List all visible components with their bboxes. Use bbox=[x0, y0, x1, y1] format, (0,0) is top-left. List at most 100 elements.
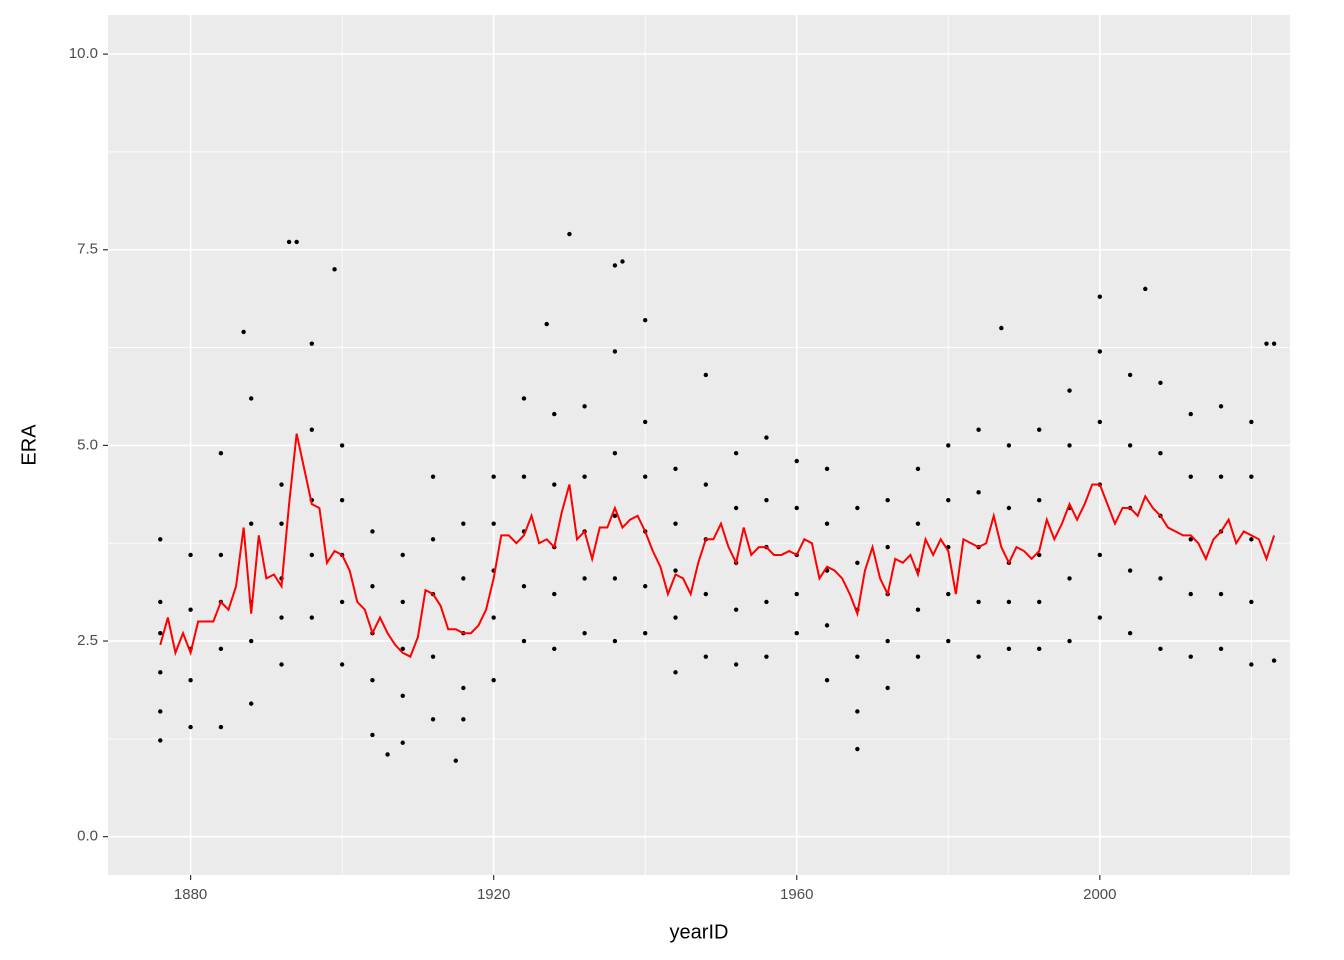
point bbox=[824, 466, 830, 472]
point bbox=[1249, 537, 1254, 542]
point bbox=[612, 576, 618, 581]
point bbox=[188, 724, 193, 730]
point bbox=[1067, 576, 1072, 581]
point bbox=[1037, 599, 1042, 605]
point bbox=[249, 701, 254, 706]
point bbox=[339, 599, 345, 605]
x-tick-label: 1920 bbox=[477, 886, 510, 903]
point bbox=[794, 591, 799, 597]
point bbox=[1127, 630, 1133, 636]
point bbox=[309, 341, 315, 346]
point bbox=[976, 427, 981, 432]
point bbox=[461, 717, 466, 722]
point bbox=[612, 263, 618, 268]
y-axis-title: ERA bbox=[18, 424, 40, 466]
point bbox=[1218, 646, 1224, 652]
point bbox=[430, 717, 436, 722]
axes: 1880 1920 1960 2000 0.0 2.5 5.0 7.5 10.0 bbox=[69, 45, 1117, 903]
point bbox=[915, 607, 921, 612]
point bbox=[915, 466, 921, 472]
point bbox=[1218, 404, 1224, 409]
point bbox=[673, 615, 678, 620]
point bbox=[1006, 599, 1012, 605]
point bbox=[855, 560, 860, 565]
point bbox=[764, 497, 769, 503]
point bbox=[1097, 349, 1103, 354]
point bbox=[1067, 388, 1072, 393]
point bbox=[430, 537, 436, 542]
point bbox=[158, 738, 163, 743]
point bbox=[1188, 411, 1193, 417]
point bbox=[703, 591, 709, 597]
point bbox=[385, 752, 390, 757]
point bbox=[1158, 451, 1163, 456]
point bbox=[188, 607, 193, 612]
point bbox=[1188, 654, 1193, 659]
point bbox=[885, 638, 890, 644]
point bbox=[1158, 576, 1163, 581]
point bbox=[612, 513, 618, 519]
point bbox=[1188, 537, 1193, 542]
point bbox=[764, 435, 769, 440]
point bbox=[946, 591, 951, 597]
point bbox=[673, 466, 678, 472]
point bbox=[1271, 658, 1277, 663]
point bbox=[544, 321, 549, 327]
point bbox=[279, 615, 284, 620]
point bbox=[309, 427, 315, 432]
point bbox=[885, 497, 890, 503]
x-tick-label: 1960 bbox=[780, 886, 813, 903]
point bbox=[491, 615, 496, 620]
point bbox=[582, 576, 587, 581]
point bbox=[1097, 294, 1103, 299]
point bbox=[1067, 443, 1072, 448]
point bbox=[521, 638, 527, 644]
point bbox=[370, 584, 375, 589]
point bbox=[582, 404, 587, 409]
point bbox=[218, 646, 224, 652]
point bbox=[946, 497, 951, 503]
point bbox=[946, 638, 951, 644]
point bbox=[1006, 443, 1012, 448]
point bbox=[824, 521, 830, 526]
point bbox=[673, 670, 678, 675]
point bbox=[158, 670, 163, 675]
point bbox=[491, 521, 496, 526]
point bbox=[158, 599, 163, 605]
point bbox=[249, 638, 254, 644]
point bbox=[824, 623, 830, 628]
point bbox=[1037, 497, 1042, 503]
point bbox=[1271, 341, 1277, 346]
point bbox=[703, 372, 709, 378]
point bbox=[1158, 380, 1163, 385]
point bbox=[855, 654, 860, 659]
point bbox=[370, 732, 375, 738]
point bbox=[552, 482, 557, 487]
point bbox=[158, 709, 163, 714]
point bbox=[976, 654, 981, 659]
point bbox=[309, 552, 315, 558]
point bbox=[339, 443, 345, 448]
point bbox=[1188, 474, 1193, 479]
point bbox=[309, 615, 315, 620]
point bbox=[521, 584, 527, 589]
point bbox=[279, 662, 284, 667]
point bbox=[158, 630, 163, 636]
point bbox=[794, 505, 799, 511]
point bbox=[339, 497, 345, 503]
point bbox=[1097, 552, 1103, 558]
point bbox=[1249, 662, 1254, 667]
x-tick-label: 1880 bbox=[174, 886, 207, 903]
point bbox=[643, 474, 648, 479]
point bbox=[453, 758, 458, 763]
y-tick-label: 5.0 bbox=[77, 436, 98, 453]
point bbox=[279, 482, 284, 487]
point bbox=[1006, 646, 1012, 652]
y-tick-label: 10.0 bbox=[69, 45, 98, 62]
point bbox=[1249, 419, 1254, 425]
point bbox=[1264, 341, 1269, 346]
point bbox=[370, 529, 375, 534]
point bbox=[430, 474, 436, 479]
point bbox=[158, 537, 163, 542]
point bbox=[976, 599, 981, 605]
